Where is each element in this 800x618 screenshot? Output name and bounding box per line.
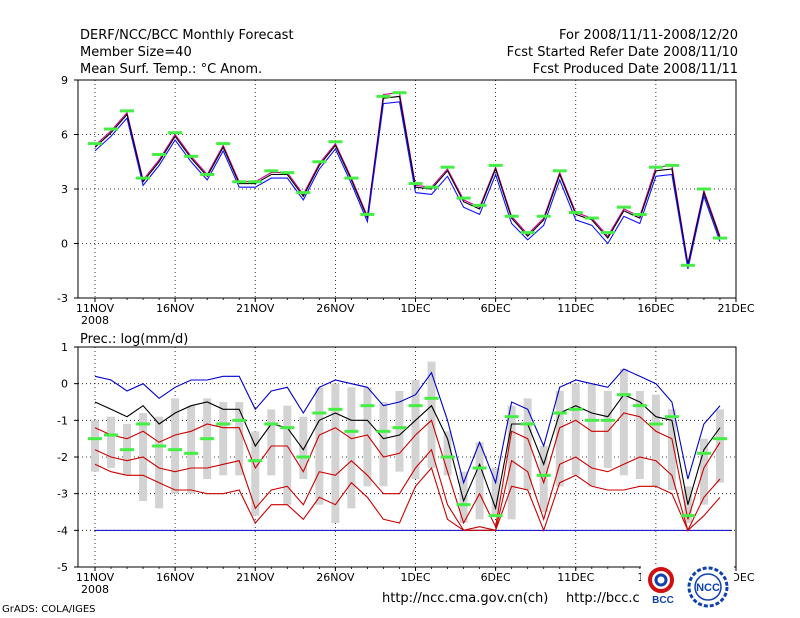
prec-bar	[491, 468, 500, 516]
prec-bar	[523, 398, 532, 490]
ncc-url-link[interactable]: http://ncc.cma.gov.cn(ch)	[382, 591, 549, 606]
prec-line-r2	[94, 448, 721, 532]
prec-line-r1	[94, 412, 721, 529]
prec-xtick-label: 1DEC	[400, 571, 430, 584]
temp-xtick-label: 21NOV	[236, 302, 275, 315]
prec-bar	[603, 391, 612, 468]
grads-credit: GrADS: COLA/IGES	[2, 604, 96, 615]
prec-bar	[267, 409, 276, 476]
prec-bar	[667, 409, 676, 490]
prec-bar	[187, 405, 196, 494]
prec-ytick-label: -3	[57, 488, 68, 501]
temp-xtick-label: 6DEC	[481, 302, 511, 315]
temp-ytick-label: 3	[61, 183, 68, 196]
prec-bar	[651, 394, 660, 487]
ncc-logo-icon: NCC	[687, 566, 729, 608]
temp-xtick-label: 16NOV	[156, 302, 195, 315]
prec-bar	[555, 391, 564, 487]
bcc-url-link[interactable]: http://bcc.c	[566, 591, 640, 606]
prec-bar	[347, 387, 356, 509]
prec-line-r3	[94, 463, 721, 532]
header-left: DERF/NCC/BCC Monthly Forecast Member Siz…	[80, 27, 294, 78]
bcc-logo-icon: BCC	[648, 567, 674, 606]
prec-bar	[331, 383, 340, 523]
temp-line-upper	[94, 92, 721, 264]
prec-bar	[459, 471, 468, 523]
temp-ytick-label: 6	[61, 129, 68, 142]
started-date: Fcst Started Refer Date 2008/11/10	[506, 45, 738, 60]
prec-bar	[539, 446, 548, 512]
prec-bar	[251, 431, 260, 516]
temp-xtick-label: 1DEC	[400, 302, 430, 315]
prec-line-mean	[94, 394, 721, 511]
prec-ytick-label: 1	[61, 341, 68, 354]
header-right: For 2008/11/11-2008/12/20 Fcst Started R…	[507, 27, 738, 78]
temp-line-lower	[94, 101, 721, 270]
prec-bar	[379, 402, 388, 487]
prec-ytick-label: -1	[57, 414, 68, 427]
prec-bar	[299, 416, 308, 479]
temp-line-mean	[94, 95, 721, 266]
prec-line-upper	[94, 368, 721, 485]
forecast-period: For 2008/11/11-2008/12/20	[559, 28, 738, 43]
prec-bar	[587, 383, 596, 487]
prec-bar	[475, 442, 484, 520]
variable-label: Mean Surf. Temp.: °C Anom.	[80, 62, 263, 77]
temp-ytick-label: 9	[61, 74, 68, 87]
temp-xtick-label: 21DEC	[717, 302, 754, 315]
prec-bar	[443, 431, 452, 476]
temp-xtick-label: 11NOV	[76, 302, 115, 315]
prec-bar	[155, 416, 164, 509]
prec-bar	[635, 391, 644, 479]
prec-bar	[715, 409, 724, 483]
prec-bar	[107, 416, 116, 468]
prec-xtick-label: 6DEC	[481, 571, 511, 584]
prec-bar	[571, 383, 580, 476]
prec-bar	[283, 405, 292, 505]
prec-bar	[235, 402, 244, 476]
ncc-logo-text: NCC	[696, 582, 720, 594]
prec-ytick-label: -2	[57, 451, 68, 464]
forecast-title: DERF/NCC/BCC Monthly Forecast	[80, 28, 294, 43]
prec-xtick-label: 11NOV	[76, 571, 115, 584]
prec-bar	[363, 387, 372, 487]
temp-xtick-label: 16DEC	[637, 302, 674, 315]
prec-title: Prec.: log(mm/d)	[80, 332, 188, 347]
prec-bar	[219, 402, 228, 476]
prec-ytick-label: -4	[57, 524, 68, 537]
prec-xtick-label: 26NOV	[316, 571, 355, 584]
prec-bar	[427, 361, 436, 468]
bcc-logo-text: BCC	[652, 595, 674, 606]
ncc-logo: NCC	[684, 565, 734, 609]
temp-xtick-label: 26NOV	[316, 302, 355, 315]
prec-bar	[91, 420, 99, 472]
temp-xtick-year: 2008	[81, 314, 109, 327]
prec-bar	[411, 380, 420, 479]
prec-ytick-label: 0	[61, 378, 68, 391]
prec-bar	[619, 369, 628, 476]
produced-date: Fcst Produced Date 2008/11/11	[532, 62, 738, 77]
prec-bar	[395, 391, 404, 472]
prec-xtick-year: 2008	[81, 583, 109, 596]
bcc-logo: BCC	[641, 566, 685, 606]
member-size: Member Size=40	[80, 45, 192, 60]
temp-ytick-label: 0	[61, 238, 68, 251]
prec-xtick-label: 11DEC	[557, 571, 594, 584]
temp-ytick-label: -3	[57, 292, 68, 305]
prec-xtick-label: 21NOV	[236, 571, 275, 584]
temp-xtick-label: 11DEC	[557, 302, 594, 315]
prec-bar	[699, 438, 708, 505]
prec-bar	[315, 387, 324, 505]
prec-ytick-label: -5	[57, 561, 68, 574]
prec-xtick-label: 16NOV	[156, 571, 195, 584]
prec-bar	[171, 398, 180, 494]
